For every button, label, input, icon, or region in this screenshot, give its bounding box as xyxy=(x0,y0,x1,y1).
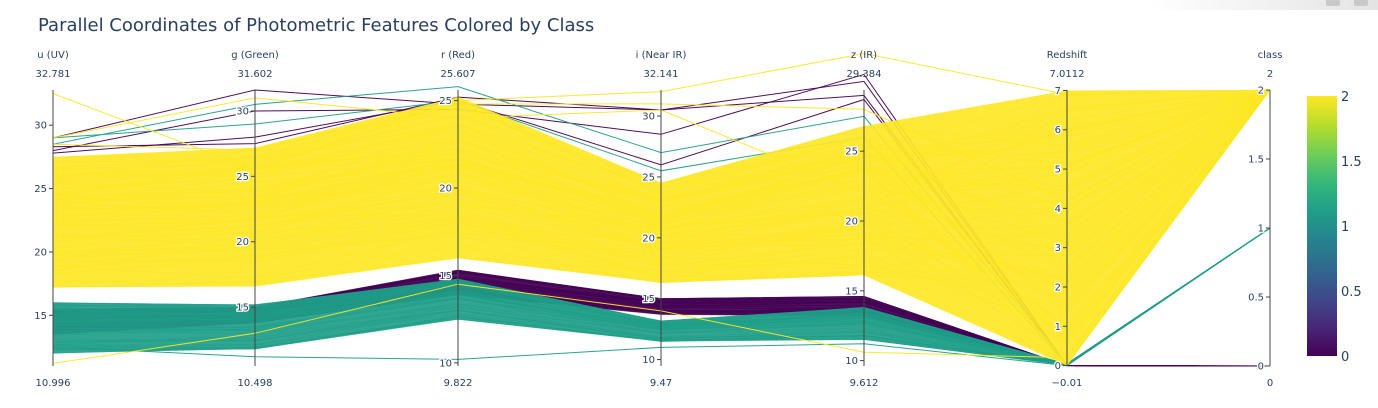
axis-label: g (Green) xyxy=(231,50,279,61)
axis-3[interactable]: i (Near IR) 32.141 9.47 10 15 20 25 30 xyxy=(636,50,687,389)
axis-range-min: 10.498 xyxy=(238,378,273,389)
tick-label: 15 xyxy=(439,271,452,282)
axis-6[interactable]: class 2 00 0.5 1 1.5 2 xyxy=(1247,50,1283,389)
tick-label: 4 xyxy=(1055,204,1061,215)
axis-range-max: 7.0112 xyxy=(1050,69,1085,80)
tick-label: 0 xyxy=(1258,362,1264,373)
colorbar: 0 0.5 1 1.5 2 xyxy=(1307,90,1362,365)
tick-label: 10 xyxy=(439,358,452,369)
tick-label: 30 xyxy=(34,121,47,132)
tick-label: 25 xyxy=(845,147,858,158)
tick-label: 0 xyxy=(1055,361,1061,372)
colorbar-tick-label: 2 xyxy=(1341,90,1349,105)
axis-2[interactable]: r (Red) 25.607 9.822 10 15 20 25 xyxy=(438,50,476,389)
tick-label: 15 xyxy=(845,286,858,297)
axis-label: i (Near IR) xyxy=(636,50,687,61)
axis-range-max: 32.781 xyxy=(36,69,71,80)
tick-label: 3 xyxy=(1055,243,1061,254)
tick-label: 1 xyxy=(1055,322,1061,333)
modebar-shade xyxy=(1148,0,1378,10)
tick-label: 25 xyxy=(34,184,47,195)
tick-label: 10 xyxy=(642,355,655,366)
colorbar-tick-label: 1.5 xyxy=(1341,155,1362,170)
tick-label: 15 xyxy=(34,311,47,322)
tick-label: 5 xyxy=(1055,165,1061,176)
axis-0[interactable]: u (UV) 32.781 10.996 15 20 25 30 xyxy=(33,50,71,389)
tick-label: 2 xyxy=(1055,282,1061,293)
axis-range-min: 9.822 xyxy=(444,378,473,389)
axis-range-max: 2 xyxy=(1267,69,1273,80)
axis-label: u (UV) xyxy=(37,50,69,61)
tick-label: 20 xyxy=(845,216,858,227)
tick-label: 6 xyxy=(1055,125,1061,136)
tick-label: 25 xyxy=(236,172,249,183)
tick-label: 25 xyxy=(439,96,452,107)
tick-label: 1 xyxy=(1258,224,1264,235)
axis-range-min: 9.47 xyxy=(650,378,672,389)
tick-label: 30 xyxy=(642,112,655,123)
axis-range-max: 29.384 xyxy=(847,69,882,80)
axis-range-min: 9.612 xyxy=(850,378,879,389)
colorbar-tick-label: 0 xyxy=(1341,350,1349,365)
axis-range-min: −0.01 xyxy=(1052,378,1083,389)
axis-4[interactable]: z (IR) 29.384 9.612 10 15 20 25 xyxy=(844,50,882,389)
axis-label: r (Red) xyxy=(441,50,475,61)
axis-label: class xyxy=(1258,50,1283,61)
colorbar-tick-label: 1 xyxy=(1341,220,1349,235)
axis-range-max: 32.141 xyxy=(644,69,679,80)
modebar-button[interactable] xyxy=(1326,0,1340,6)
chart-title: Parallel Coordinates of Photometric Feat… xyxy=(38,15,595,36)
colorbar-tick-label: 0.5 xyxy=(1341,285,1362,300)
axis-label: Redshift xyxy=(1047,50,1088,61)
tick-label: 20 xyxy=(439,184,452,195)
modebar-button[interactable] xyxy=(1354,0,1368,6)
tick-label: 20 xyxy=(642,233,655,244)
axis-range-min: 10.996 xyxy=(36,378,71,389)
tick-label: 10 xyxy=(845,356,858,367)
tick-label: 20 xyxy=(236,237,249,248)
tick-label: 25 xyxy=(642,172,655,183)
tick-label: 1.5 xyxy=(1248,155,1264,166)
class-1-band xyxy=(53,228,1270,366)
axis-range-max: 25.607 xyxy=(441,69,476,80)
axis-range-min: 0 xyxy=(1267,378,1273,389)
axis-range-max: 31.602 xyxy=(238,69,273,80)
tick-label: 15 xyxy=(642,294,655,305)
tick-label: 20 xyxy=(34,247,47,258)
tick-label: 2 xyxy=(1258,86,1264,97)
colorbar-gradient xyxy=(1307,96,1337,356)
tick-label: 7 xyxy=(1055,86,1061,97)
axis-5[interactable]: Redshift 7.0112 −0.01 0 1 2 3 4 5 6 7 xyxy=(1047,50,1088,389)
tick-label: 30 xyxy=(236,106,249,117)
axis-1[interactable]: g (Green) 31.602 10.498 15 20 25 30 xyxy=(231,50,279,389)
tick-label: 15 xyxy=(236,303,249,314)
axis-label: z (IR) xyxy=(851,50,877,61)
tick-label: 0.5 xyxy=(1248,293,1264,304)
